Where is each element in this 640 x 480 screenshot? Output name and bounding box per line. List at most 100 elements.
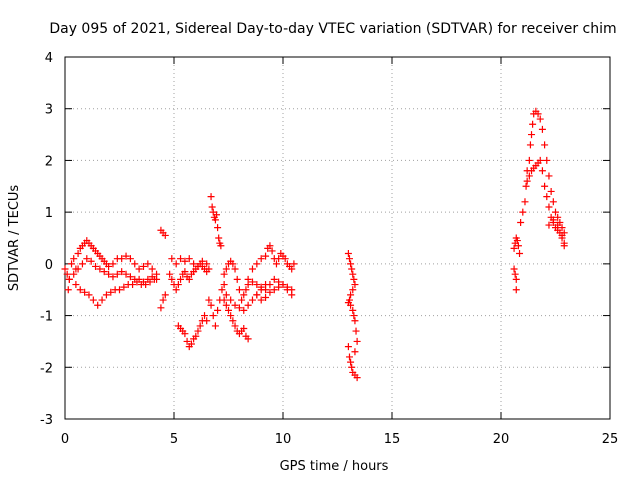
data-point	[201, 312, 209, 320]
data-point	[231, 265, 239, 273]
data-point	[270, 286, 278, 294]
chart-title: Day 095 of 2021, Sidereal Day-to-day VTE…	[49, 21, 616, 37]
data-point	[85, 291, 93, 299]
data-point	[248, 265, 256, 273]
data-point	[100, 268, 108, 276]
data-point	[510, 265, 518, 273]
x-axis-label: GPS time / hours	[280, 459, 389, 474]
data-point	[517, 218, 525, 226]
data-point	[205, 265, 213, 273]
data-point	[214, 306, 222, 314]
data-point	[126, 273, 134, 281]
data-point	[351, 348, 359, 356]
y-tick-label: -3	[40, 413, 53, 428]
data-point	[554, 221, 562, 229]
data-point	[347, 291, 355, 299]
data-point	[538, 125, 546, 133]
data-point	[144, 260, 152, 268]
data-point	[229, 317, 237, 325]
x-tick-label: 15	[384, 432, 401, 447]
data-point	[185, 275, 193, 283]
data-point	[214, 224, 222, 232]
data-point	[109, 273, 117, 281]
data-point	[129, 281, 137, 289]
data-point	[220, 281, 228, 289]
data-point	[105, 262, 113, 270]
data-point	[545, 221, 553, 229]
data-point	[347, 260, 355, 268]
data-point	[177, 275, 185, 283]
data-point	[63, 270, 71, 278]
data-point	[205, 296, 213, 304]
data-point	[185, 255, 193, 263]
data-point	[94, 301, 102, 309]
y-tick-label: 0	[45, 258, 53, 273]
data-point	[248, 296, 256, 304]
data-point	[262, 252, 270, 260]
data-point	[279, 281, 287, 289]
data-point	[229, 260, 237, 268]
data-point	[543, 193, 551, 201]
data-point	[275, 283, 283, 291]
data-point	[150, 275, 158, 283]
data-point	[107, 288, 115, 296]
data-point	[235, 286, 243, 294]
data-point	[172, 286, 180, 294]
data-point	[525, 156, 533, 164]
data-point	[122, 270, 130, 278]
data-point	[116, 286, 123, 294]
grid	[65, 57, 610, 419]
data-point	[157, 304, 165, 312]
y-tick-label: 3	[45, 103, 53, 118]
data-point	[218, 286, 226, 294]
data-point	[118, 268, 126, 276]
data-point	[126, 255, 134, 263]
data-point	[554, 213, 562, 221]
data-point	[215, 234, 223, 242]
data-point	[347, 301, 355, 309]
data-point	[558, 224, 566, 232]
data-point	[272, 260, 280, 268]
data-point	[238, 296, 246, 304]
data-point	[235, 304, 243, 312]
data-point	[231, 322, 239, 330]
data-point	[262, 293, 270, 301]
data-point	[262, 286, 270, 294]
data-point	[275, 255, 283, 263]
data-point	[528, 131, 536, 139]
x-tick-label: 20	[493, 432, 510, 447]
data-point	[257, 296, 265, 304]
data-point	[68, 260, 76, 268]
data-point	[211, 322, 219, 330]
data-point	[225, 306, 232, 314]
data-point	[529, 120, 537, 128]
data-point	[266, 242, 274, 250]
data-point	[203, 260, 211, 268]
data-point	[549, 216, 557, 224]
data-point	[510, 244, 518, 252]
data-point	[240, 306, 248, 314]
data-point	[70, 270, 78, 278]
data-point	[220, 296, 228, 304]
data-point	[283, 283, 291, 291]
data-point	[161, 231, 169, 239]
data-point	[231, 301, 239, 309]
y-tick-label: 1	[45, 206, 53, 221]
data-point	[89, 296, 97, 304]
data-point	[83, 255, 91, 263]
data-point	[166, 270, 174, 278]
data-point	[177, 255, 185, 263]
data-point	[519, 208, 527, 216]
data-point	[516, 250, 524, 258]
data-point	[172, 260, 180, 268]
data-point	[545, 172, 553, 180]
data-point	[266, 288, 274, 296]
data-point	[350, 275, 358, 283]
data-point	[257, 283, 265, 291]
data-point	[183, 337, 191, 345]
data-point	[514, 242, 522, 250]
data-point	[190, 260, 198, 268]
x-tick-label: 5	[170, 432, 178, 447]
data-point	[65, 275, 73, 283]
data-point	[109, 260, 117, 268]
